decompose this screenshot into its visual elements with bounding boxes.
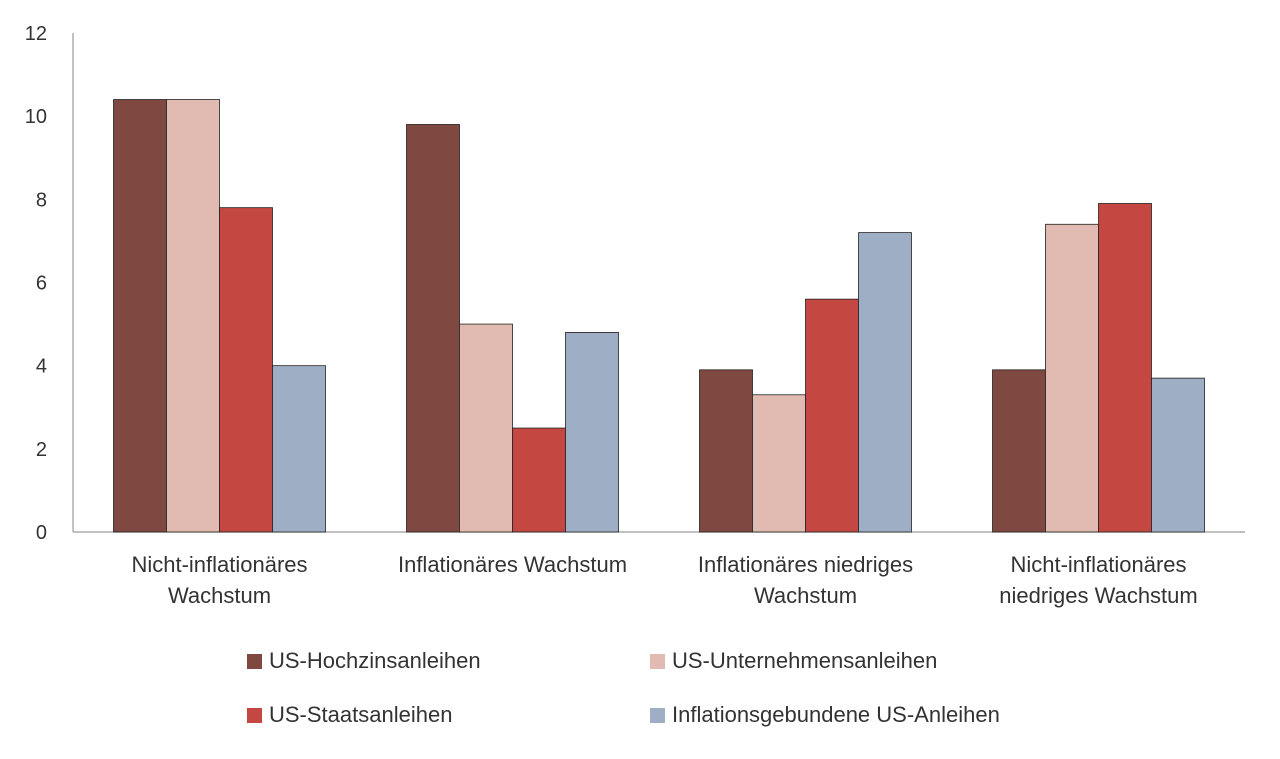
y-tick-label: 4 <box>36 356 47 378</box>
y-tick-label: 0 <box>36 522 47 544</box>
bar-us-hochzinsanleihen-2 <box>406 124 460 533</box>
bar-us-unternehmensanleihen-2 <box>459 323 513 533</box>
category-label: Inflationäres niedriges Wachstum <box>698 552 913 608</box>
category-label: Nicht-inflationäres niedriges Wachstum <box>999 552 1197 608</box>
bar-us-staatsanleihen-3 <box>805 298 859 533</box>
legend-swatch <box>247 653 262 669</box>
bar-inflationsgebundene-us-anleihen-3 <box>858 232 912 533</box>
legend-item-us-hochzinsanleihen: US-Hochzinsanleihen <box>247 648 481 674</box>
y-tick-label: 2 <box>36 439 47 461</box>
bars <box>113 99 1205 533</box>
bar-us-hochzinsanleihen-3 <box>699 369 753 533</box>
bar-us-unternehmensanleihen-3 <box>752 394 806 533</box>
legend-swatch <box>650 707 665 723</box>
legend-swatch <box>247 707 262 723</box>
y-tick-labels: 0 2 4 6 8 10 12 <box>25 23 47 544</box>
legend-label: US-Unternehmensanleihen <box>672 648 938 673</box>
bar-us-staatsanleihen-4 <box>1098 203 1152 533</box>
category-label: Inflationäres Wachstum <box>398 552 627 577</box>
bar-us-staatsanleihen-1 <box>219 207 273 533</box>
bar-inflationsgebundene-us-anleihen-2 <box>565 331 619 533</box>
legend-item-inflationsgebundene-us-anleihen: Inflationsgebundene US-Anleihen <box>650 702 1000 728</box>
legend-item-us-staatsanleihen: US-Staatsanleihen <box>247 702 452 728</box>
legend-label: Inflationsgebundene US-Anleihen <box>672 702 1000 727</box>
bar-inflationsgebundene-us-anleihen-4 <box>1151 377 1205 533</box>
legend-label: US-Hochzinsanleihen <box>269 648 481 673</box>
legend-label: US-Staatsanleihen <box>269 702 453 727</box>
category-labels: Nicht-inflationäres Wachstum Inflationäres… <box>131 552 1197 608</box>
bar-us-hochzinsanleihen-4 <box>992 369 1046 533</box>
legend-swatch <box>650 653 665 669</box>
category-label: Nicht-inflationäres Wachstum <box>131 552 307 608</box>
y-tick-label: 12 <box>25 23 47 45</box>
bar-us-staatsanleihen-2 <box>512 427 566 533</box>
bar-us-unternehmensanleihen-1 <box>166 99 220 533</box>
legend-item-us-unternehmensanleihen: US-Unternehmensanleihen <box>650 648 937 674</box>
y-tick-label: 8 <box>36 189 47 211</box>
y-tick-label: 6 <box>36 273 47 295</box>
bar-us-unternehmensanleihen-4 <box>1045 223 1099 533</box>
y-tick-label: 10 <box>25 106 47 128</box>
bar-us-hochzinsanleihen-1 <box>113 99 167 533</box>
bar-inflationsgebundene-us-anleihen-1 <box>272 365 326 533</box>
